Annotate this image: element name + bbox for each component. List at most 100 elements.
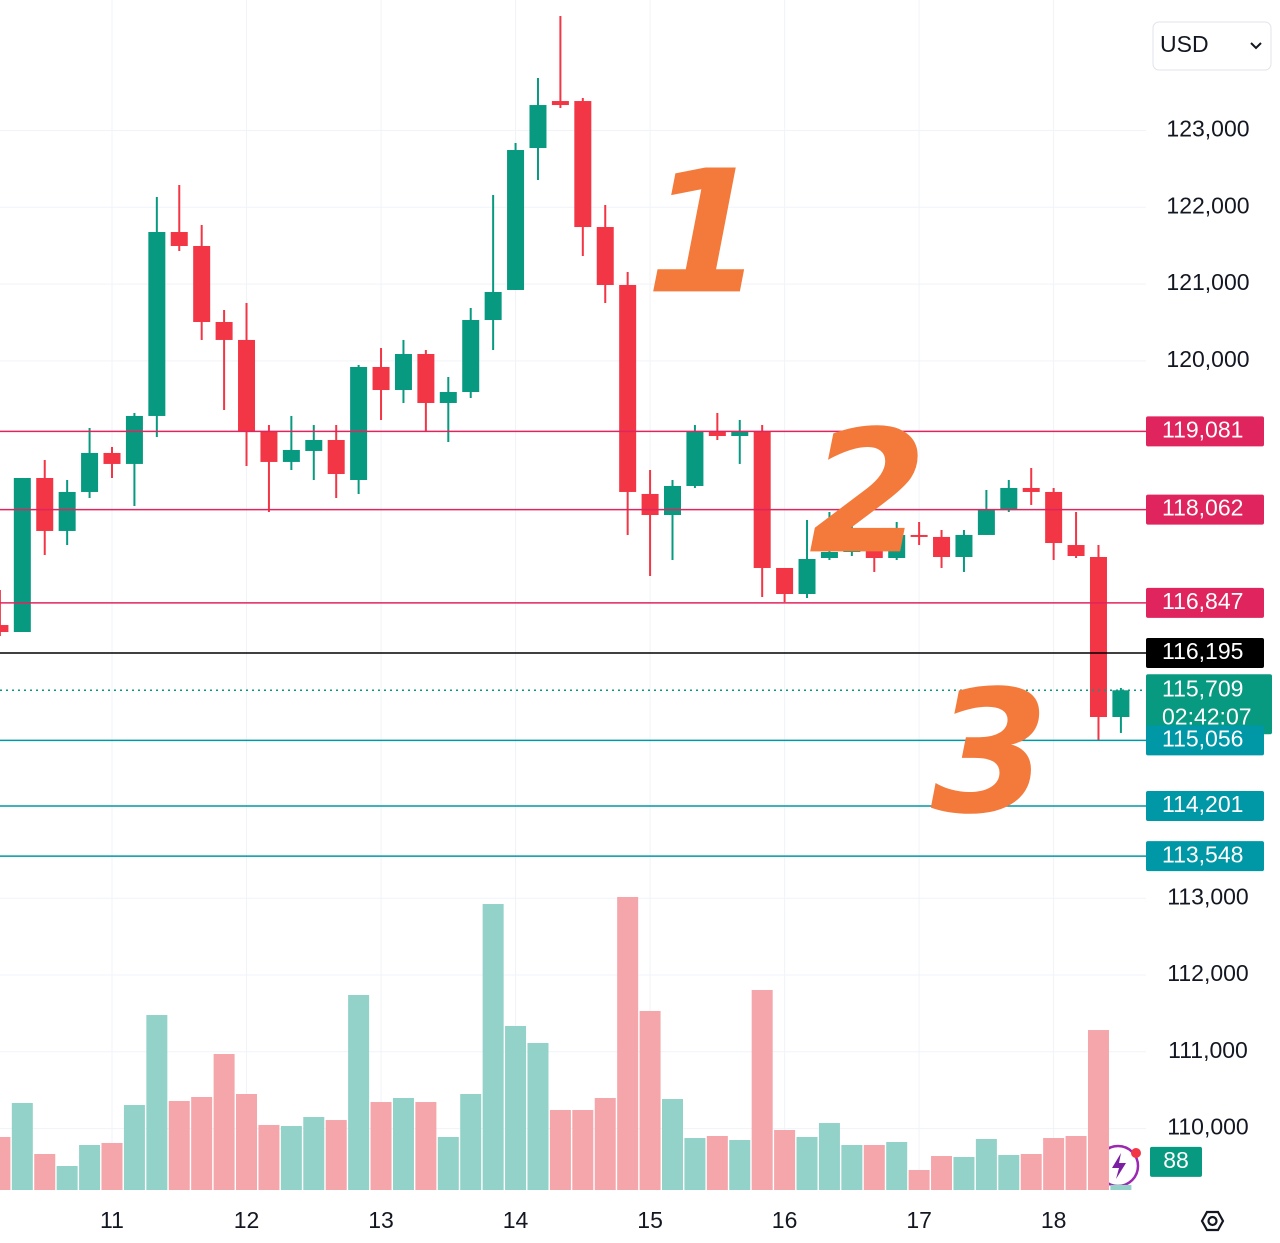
candle-body	[170, 232, 188, 246]
volume-bar	[415, 1102, 437, 1190]
price-level-label: 113,548	[1162, 841, 1243, 867]
annotation: 2	[809, 394, 927, 592]
candle-body	[305, 439, 323, 451]
volume-bar	[437, 1136, 459, 1190]
countdown-label: 02:42:07	[1162, 703, 1252, 729]
candle-body	[753, 432, 771, 568]
price-level-label: 114,201	[1162, 791, 1243, 817]
candle-body	[125, 415, 143, 464]
volume-bar	[303, 1117, 325, 1190]
candle-body	[551, 101, 569, 106]
x-tick-label: 14	[503, 1207, 529, 1233]
candle-body	[574, 101, 592, 228]
candle-body	[81, 452, 99, 492]
settings-icon[interactable]	[1200, 1210, 1225, 1232]
volume-bar	[79, 1145, 101, 1190]
volume-bar	[908, 1169, 930, 1190]
volume-bar	[101, 1142, 123, 1190]
volume-bar	[370, 1102, 392, 1190]
candle-body	[664, 485, 681, 516]
price-level-label: 119,081	[1162, 416, 1243, 442]
candle-body	[798, 558, 816, 595]
assistant-dot[interactable]	[1131, 1148, 1141, 1158]
volume-bar	[146, 1015, 168, 1190]
y-tick-label: 123,000	[1166, 116, 1249, 142]
candle-body	[619, 284, 637, 492]
candle-body	[372, 366, 390, 391]
volume-bar	[639, 1010, 661, 1190]
chevron[interactable]	[1250, 42, 1262, 50]
x-tick-label: 15	[637, 1207, 663, 1233]
currency-label[interactable]: USD	[1160, 31, 1209, 57]
x-tick-label: 16	[772, 1207, 798, 1233]
volume-bar	[594, 1097, 616, 1190]
volume-bar	[236, 1094, 258, 1190]
volume-bar	[191, 1097, 213, 1190]
candle-body	[888, 534, 906, 558]
volume-bar	[662, 1099, 683, 1190]
volume-bars	[0, 896, 1132, 1190]
x-tick-label: 13	[368, 1207, 394, 1233]
volume-bar	[325, 1120, 347, 1190]
volume-bar	[1043, 1138, 1065, 1190]
volume-bar	[729, 1139, 751, 1190]
candle-body	[507, 150, 525, 290]
candle-body	[148, 232, 166, 416]
annotation: 3	[931, 654, 1049, 852]
price-level-tag	[1146, 841, 1264, 872]
candle-body	[596, 227, 614, 285]
price-level-tag	[1146, 674, 1272, 735]
price-level-tag	[1146, 416, 1264, 447]
volume-bar	[818, 1123, 840, 1190]
candle-body	[13, 477, 31, 633]
price-level-tag	[1146, 494, 1264, 525]
candle-body	[776, 567, 794, 595]
candle-body	[58, 491, 76, 531]
volume-bar	[213, 1054, 235, 1190]
volume-bar	[796, 1136, 818, 1190]
volume-bar	[348, 995, 370, 1190]
y-tick-label: 112,000	[1167, 960, 1248, 986]
candle-body	[484, 291, 502, 320]
volume-bar	[280, 1126, 302, 1190]
candle-body	[350, 366, 368, 480]
y-tick-label: 122,000	[1166, 192, 1249, 218]
price-level-tag	[1146, 587, 1264, 618]
volume-bar	[482, 904, 504, 1190]
candle-body	[327, 439, 345, 475]
volume-bar	[392, 1097, 414, 1190]
y-tick-label: 113,000	[1167, 883, 1248, 909]
candle-body	[686, 432, 704, 486]
volume-bar	[751, 989, 773, 1190]
candle-body	[238, 339, 256, 433]
volume-bar	[684, 1138, 706, 1190]
candle-body	[260, 432, 278, 462]
assistant-bolt[interactable]	[1112, 1153, 1126, 1179]
volume-bar	[34, 1154, 56, 1190]
candle-body	[529, 105, 547, 149]
gear-center[interactable]	[1207, 1215, 1218, 1227]
x-tick-label: 17	[906, 1207, 932, 1233]
volume-bar	[998, 1154, 1020, 1190]
currency-box[interactable]	[1152, 21, 1272, 71]
volume-bar	[774, 1130, 796, 1190]
candle-body	[1112, 690, 1130, 717]
gear-hexagon[interactable]	[1200, 1210, 1225, 1232]
volume-bar	[505, 1025, 527, 1190]
volume-bar	[1110, 1184, 1132, 1190]
candle-body	[1067, 545, 1085, 556]
y-tick-label: 110,000	[1167, 1114, 1248, 1140]
price-level-tag	[1146, 725, 1264, 756]
candle-body	[36, 477, 54, 531]
candle-body	[731, 432, 749, 437]
price-level-tag	[1146, 637, 1264, 668]
candle-body	[843, 537, 861, 553]
x-tick-label: 18	[1041, 1207, 1067, 1233]
candle-body	[103, 452, 121, 464]
price-level-label: 116,847	[1162, 588, 1243, 614]
x-tick-label: 12	[234, 1207, 260, 1233]
volume-bar	[572, 1109, 594, 1190]
volume-bar	[549, 1109, 571, 1190]
currency-select[interactable]: USD	[1152, 21, 1272, 71]
